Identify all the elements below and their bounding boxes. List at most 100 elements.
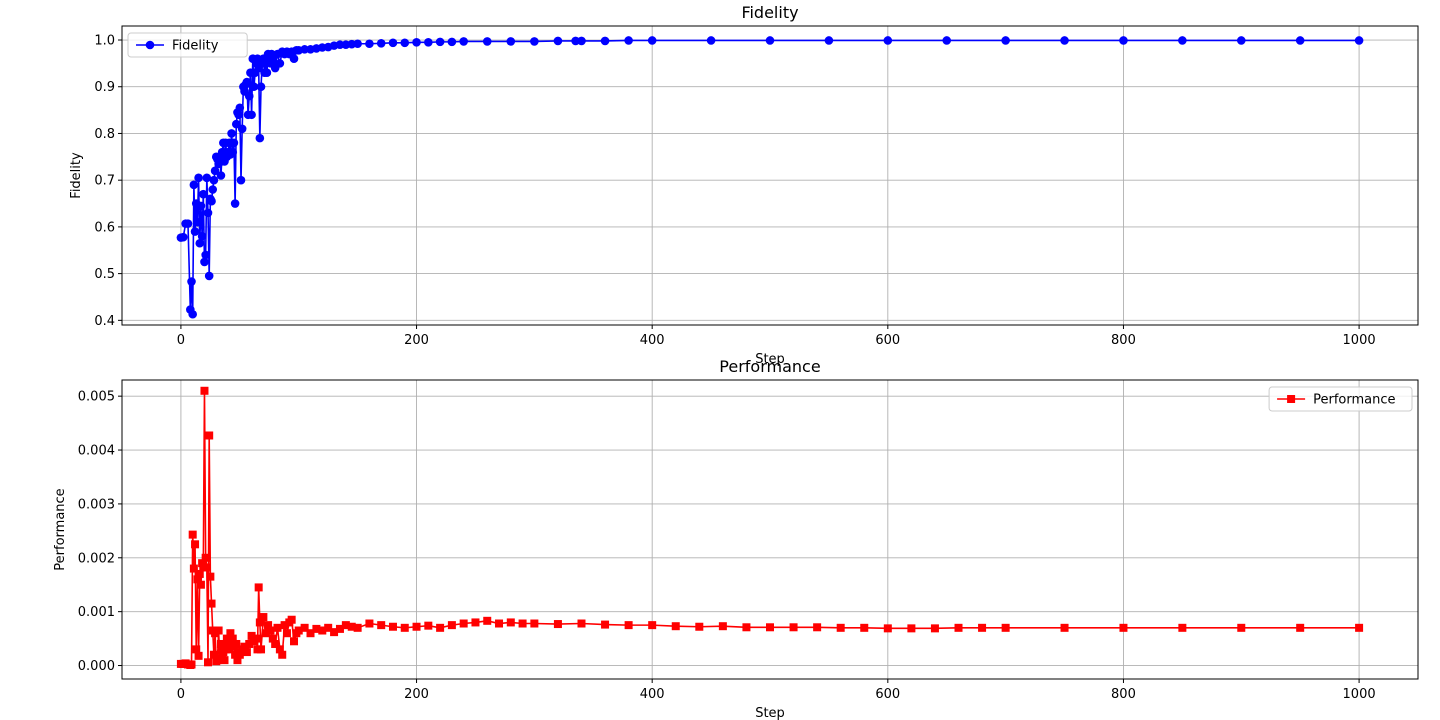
fidelity-data-point — [228, 147, 238, 157]
fidelity-data-point — [195, 238, 205, 248]
fidelity-data-point — [236, 175, 246, 185]
performance-x-tick-label: 200 — [404, 687, 429, 702]
fidelity-data-point — [600, 36, 610, 46]
fidelity-subplot: 0 200 400 600 800 1000 0.4 0.5 0.6 0.7 0.8 0.9 1.0 F… — [69, 3, 1419, 367]
performance-data-point — [228, 634, 237, 643]
performance-data-point — [347, 622, 356, 631]
fidelity-data-point — [942, 36, 952, 45]
fidelity-data-point — [1295, 36, 1305, 45]
fidelity-data-point — [1001, 36, 1010, 45]
fidelity-data-point — [424, 38, 433, 47]
performance-data-point — [232, 639, 241, 648]
performance-y-axis-label: Performance — [53, 488, 68, 570]
performance-data-point — [330, 628, 339, 637]
performance-data-point — [836, 623, 845, 632]
performance-data-point — [671, 622, 680, 631]
performance-data-point — [1237, 623, 1246, 632]
fidelity-data-point — [1060, 36, 1069, 45]
performance-y-tick-label: 0.002 — [78, 551, 115, 566]
fidelity-data-point — [553, 36, 563, 46]
fidelity-data-point — [196, 201, 206, 211]
performance-data-point — [1119, 623, 1128, 632]
performance-data-point — [412, 622, 421, 631]
performance-data-point — [290, 637, 299, 646]
performance-data-point — [245, 639, 254, 648]
performance-data-point — [518, 619, 527, 628]
fidelity-axes-frame — [121, 25, 1419, 326]
performance-y-tick-label: 0.004 — [78, 444, 115, 459]
performance-data-point — [271, 639, 280, 648]
fidelity-data-point — [577, 36, 586, 46]
fidelity-data-point — [706, 36, 716, 45]
fidelity-x-axis-label: Step — [755, 352, 785, 367]
performance-data-point — [247, 631, 256, 640]
performance-data-point — [553, 620, 562, 629]
performance-data-point — [280, 621, 289, 630]
fidelity-legend: Fidelity — [127, 32, 248, 58]
fidelity-data-point — [482, 37, 492, 46]
fidelity-data-point — [506, 37, 516, 46]
performance-data-point — [318, 626, 327, 635]
fidelity-data-point — [194, 173, 203, 183]
fidelity-data-point — [187, 277, 196, 286]
performance-data-point — [766, 623, 774, 632]
performance-subplot: 0 200 400 600 800 1000 0.000 0.001 0.002 0.003 0.0… — [53, 357, 1419, 720]
performance-series — [176, 386, 1364, 669]
performance-data-point — [206, 572, 215, 581]
performance-data-point — [240, 642, 249, 651]
fidelity-data-point — [210, 166, 220, 176]
fidelity-data-point — [365, 39, 374, 49]
fidelity-y-tick-label: 1.0 — [94, 34, 115, 49]
performance-data-point — [648, 621, 657, 630]
performance-data-point — [220, 656, 229, 665]
fidelity-data-point — [353, 39, 362, 49]
performance-data-point — [200, 386, 209, 395]
fidelity-data-point — [237, 124, 247, 134]
fidelity-legend-marker-icon — [145, 40, 155, 50]
fidelity-data-point — [234, 110, 243, 120]
performance-data-point — [1355, 623, 1364, 632]
performance-data-point — [268, 634, 277, 643]
fidelity-data-point — [227, 129, 236, 138]
performance-data-point — [192, 645, 201, 654]
performance-chart-title: Performance — [719, 357, 820, 376]
fidelity-data-point — [231, 119, 241, 129]
performance-data-point — [233, 656, 242, 665]
performance-data-point — [377, 621, 386, 630]
performance-y-tick-label: 0.005 — [78, 390, 115, 405]
performance-data-point — [530, 619, 539, 628]
fidelity-x-tick-label: 0 — [177, 333, 185, 348]
performance-data-point — [742, 623, 751, 632]
fidelity-data-point — [376, 38, 386, 48]
fidelity-data-point — [190, 227, 200, 236]
performance-data-point — [266, 626, 275, 635]
performance-data-point — [194, 651, 203, 660]
performance-data-point — [191, 540, 200, 549]
performance-data-point — [252, 634, 261, 643]
performance-data-point — [226, 629, 235, 638]
fidelity-data-point — [335, 40, 345, 49]
fidelity-data-point — [447, 37, 457, 47]
performance-data-point — [204, 658, 213, 667]
fidelity-y-tick-label: 0.7 — [94, 174, 115, 189]
performance-data-point — [400, 623, 409, 632]
fidelity-data-point — [883, 36, 893, 45]
fidelity-data-point — [242, 77, 252, 87]
fidelity-data-point — [530, 37, 539, 46]
performance-data-point — [300, 623, 309, 632]
performance-data-point — [205, 431, 214, 440]
performance-legend-marker-icon — [1287, 395, 1296, 403]
performance-data-point — [294, 626, 303, 635]
performance-data-point — [189, 564, 198, 573]
performance-ticks: 0 200 400 600 800 1000 0.000 0.001 0.002 0.003 0.0… — [78, 390, 1376, 702]
fidelity-data-point — [230, 199, 240, 208]
fidelity-data-point — [201, 250, 210, 260]
performance-data-point — [883, 624, 892, 633]
fidelity-data-point — [183, 219, 193, 228]
performance-data-point — [207, 599, 216, 608]
performance-data-point — [235, 650, 244, 659]
fidelity-data-point — [275, 59, 285, 68]
performance-x-axis-label: Step — [755, 706, 785, 720]
performance-data-point — [341, 621, 350, 630]
